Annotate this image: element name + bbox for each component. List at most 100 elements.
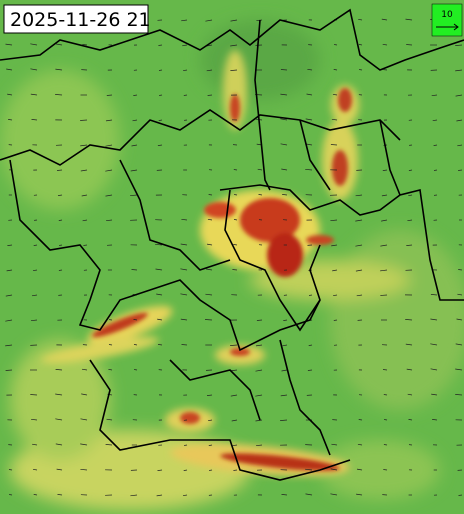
wind-arrow [457,144,463,147]
wind-arrow [332,93,338,96]
wind-arrow [330,468,338,471]
wind-arrow [183,469,188,471]
wind-arrow [455,368,463,371]
wind-arrow [333,69,338,71]
wind-arrow [183,69,188,72]
wind-arrow [308,294,313,296]
wind-arrow [358,18,363,21]
wind-arrow [280,394,288,397]
wind-arrow [455,343,463,346]
wind-arrow [55,443,63,446]
wind-arrow [356,468,363,471]
wind-arrow [307,369,313,371]
wind-arrow [356,294,363,297]
wind-arrow [130,169,138,172]
wind-arrow [359,69,363,71]
wind-arrow [6,68,13,71]
wind-arrow [456,119,463,122]
wind-arrow [333,319,338,321]
wind-arrow [180,243,188,246]
wind-arrow [7,244,13,246]
borders [0,8,464,481]
wind-arrow [281,494,288,496]
wind-arrow [180,318,188,321]
wind-arrow [81,368,88,371]
wind-arrow [380,269,388,272]
wind-arrow [105,144,113,147]
wind-arrow [32,443,38,446]
wind-arrow [458,269,463,271]
wind-arrow [455,69,463,72]
wind-arrow [156,494,163,497]
wind-arrow [55,418,63,421]
wind-arrow [457,293,463,296]
wind-arrow [432,419,438,421]
wind-arrow [205,293,213,296]
wind-arrow [55,369,63,371]
wind-arrow [33,494,38,496]
wind-arrow [30,43,38,46]
wind-arrow [206,69,213,72]
wind-arrow [408,419,413,421]
wind-arrow [433,144,438,146]
wind-arrow [55,393,63,396]
wind-arrow [280,118,288,121]
wind-arrow [105,169,113,172]
wind-arrow [208,444,213,446]
wind-arrow [82,44,88,46]
wind-arrow [383,444,388,446]
wind-arrow [230,344,238,346]
border-line [299,119,401,196]
border-line [89,359,351,481]
wind-arrow [382,369,388,371]
wind-arrow [330,144,338,146]
wind-arrow [406,44,413,46]
legend-label: 10 [441,10,453,20]
wind-arrow [158,44,163,46]
wind-arrow [131,269,138,271]
wind-arrow [206,394,213,396]
wind-arrow [181,218,188,221]
wind-arrow [334,44,338,46]
wind-arrow [157,469,163,471]
wind-arrow [80,468,88,471]
wind-arrow [58,219,63,221]
wind-arrow [331,118,338,121]
wind-arrow [431,94,438,97]
wind-arrow [455,44,463,46]
wind-arrow [5,369,13,371]
wind-arrow [458,494,463,496]
wind-arrow [33,244,38,246]
wind-arrow [358,419,363,421]
wind-arrow [32,468,38,471]
wind-arrow [406,244,413,246]
wind-arrow [56,468,63,471]
wind-arrow [455,94,463,97]
wind-arrow [182,44,188,47]
wind-arrow [181,19,188,22]
wind-arrow [58,269,63,271]
wind-arrow [204,319,213,321]
wind-arrow [184,444,188,446]
wind-arrow [282,344,288,347]
border-line [9,159,321,352]
wind-arrow [157,344,163,346]
wind-arrow [106,418,113,421]
wind-arrow [382,43,388,46]
wind-arrow [31,294,38,297]
wind-arrow [55,94,63,96]
wind-arrow [332,269,338,272]
wind-arrow [5,319,13,322]
wind-arrow [57,494,63,496]
wind-arrow [383,394,388,396]
wind-arrow [206,268,213,271]
wind-arrow [255,344,263,347]
wind-arrow [106,94,113,96]
wind-arrow [156,293,163,296]
wind-arrow [305,168,313,171]
wind-arrow [105,119,113,122]
wind-arrow [80,443,88,446]
border-line [0,109,401,166]
wind-arrow [231,419,238,422]
wind-arrow [330,493,338,496]
